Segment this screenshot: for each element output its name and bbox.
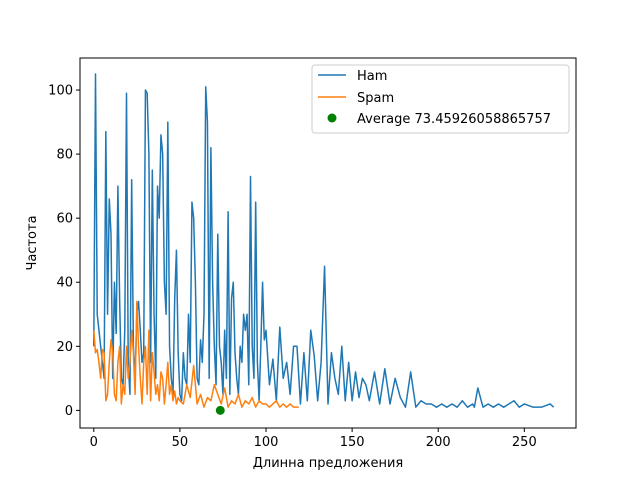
x-tick-label: 250 xyxy=(512,435,537,450)
y-tick-label: 40 xyxy=(56,276,73,291)
x-tick-label: 200 xyxy=(426,435,451,450)
x-tick-label: 100 xyxy=(254,435,279,450)
legend: Ham Spam Average 73.45926058865757 xyxy=(311,64,570,134)
x-tick-label: 0 xyxy=(90,435,98,450)
average-point xyxy=(215,405,225,415)
y-tick-label: 80 xyxy=(56,148,73,163)
x-tick-label: 150 xyxy=(340,435,365,450)
y-tick-label: 20 xyxy=(56,340,73,355)
plot-lines xyxy=(93,73,555,415)
legend-average-label: Average 73.45926058865757 xyxy=(357,112,551,127)
legend-box xyxy=(311,64,570,134)
series-line-ham xyxy=(93,73,555,408)
legend-spam-label: Spam xyxy=(357,91,394,106)
x-tick-label: 50 xyxy=(172,435,189,450)
plot-frame xyxy=(79,57,577,429)
x-axis-ticks: 0 50 100 150 200 250 xyxy=(90,428,537,450)
x-axis-label: Длинна предложения xyxy=(253,456,404,471)
legend-ham-label: Ham xyxy=(357,69,387,84)
y-axis-label: Частота xyxy=(25,215,40,270)
y-axis-ticks: 0 20 40 60 80 100 xyxy=(48,84,80,419)
legend-average-marker xyxy=(327,113,337,123)
series-line-spam xyxy=(93,300,299,408)
y-tick-label: 0 xyxy=(65,404,73,419)
y-tick-label: 100 xyxy=(48,84,73,99)
y-tick-label: 60 xyxy=(56,212,73,227)
